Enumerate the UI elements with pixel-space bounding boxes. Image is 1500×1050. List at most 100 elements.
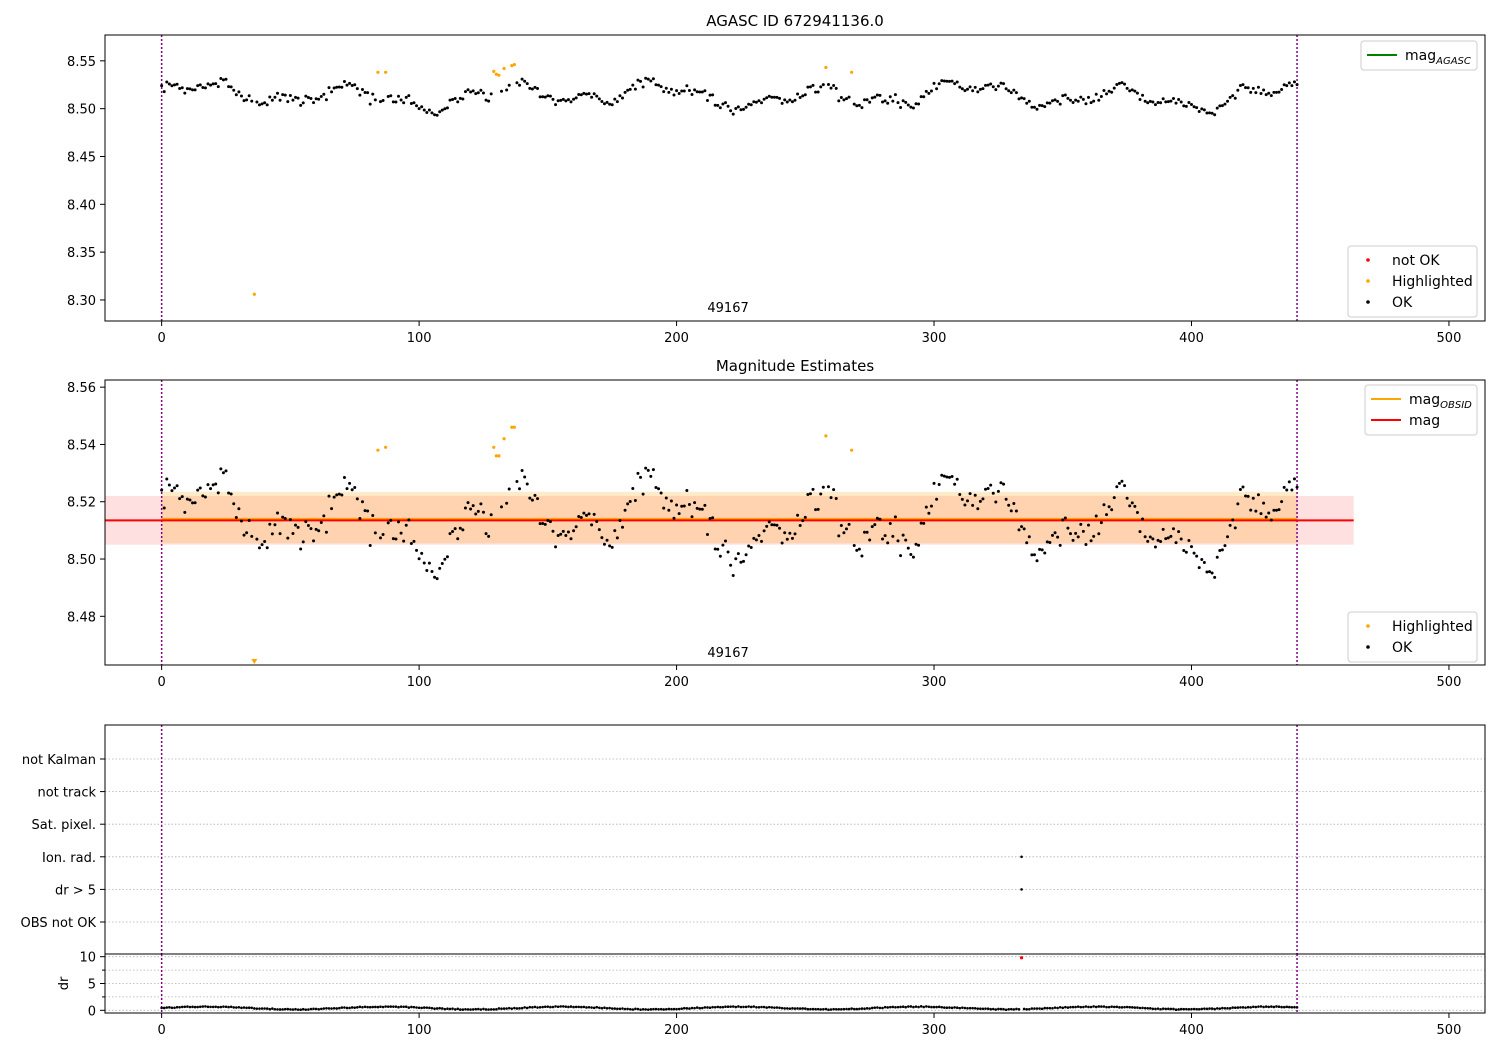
ok-point: [466, 88, 470, 92]
agasc-legend-lower-label: Highlighted: [1392, 274, 1473, 290]
ok-point: [796, 513, 800, 517]
dr-point: [178, 1005, 181, 1009]
ok-point: [1215, 106, 1219, 110]
dr-point: [791, 1007, 794, 1010]
ok-point: [314, 97, 318, 101]
ok-point: [1068, 532, 1072, 536]
ok-point: [337, 492, 341, 496]
ok-point: [729, 109, 733, 113]
ok-point: [224, 77, 228, 81]
dr-point: [1082, 1005, 1085, 1009]
dr-point: [358, 1005, 362, 1009]
ok-point: [641, 85, 645, 89]
dr-point: [868, 1007, 871, 1010]
highlighted-point: [512, 425, 516, 429]
ok-point: [260, 102, 264, 106]
ok-point: [1280, 500, 1284, 504]
ok-point: [978, 87, 982, 91]
ok-point: [577, 514, 581, 518]
dr-point: [749, 1005, 753, 1009]
ok-point: [991, 85, 995, 89]
ok-point: [631, 83, 635, 87]
dr-point: [765, 1006, 768, 1009]
ok-point: [415, 104, 419, 108]
ok-point: [270, 98, 274, 102]
magnitude-obsid-label: 49167: [707, 646, 748, 661]
ok-point: [1282, 83, 1286, 87]
y-tick-label: 8.50: [67, 553, 96, 568]
dr-point: [631, 1008, 635, 1011]
dr-point: [309, 1007, 313, 1011]
ok-point: [487, 99, 491, 103]
dr-point: [479, 1008, 483, 1011]
ok-point: [304, 94, 308, 98]
ok-point: [778, 96, 782, 100]
highlighted-point: [494, 72, 498, 76]
dr-point: [858, 1007, 861, 1011]
dr-point: [793, 1007, 797, 1010]
ok-point: [716, 547, 720, 551]
ok-point: [327, 86, 331, 90]
highlighted-point: [497, 73, 501, 77]
dr-point: [850, 1007, 853, 1010]
ok-point: [1169, 534, 1173, 538]
ok-point: [214, 82, 218, 86]
ok-point: [932, 81, 936, 85]
ok-point: [427, 108, 431, 112]
dr-point: [603, 1006, 606, 1010]
ok-point: [708, 93, 712, 97]
ok-point: [319, 521, 323, 525]
dr-point: [317, 1008, 320, 1011]
dr-point: [1043, 1006, 1047, 1010]
ok-point: [227, 85, 231, 89]
ok-point: [904, 538, 908, 542]
ok-point: [1102, 503, 1106, 507]
ok-point: [1233, 526, 1237, 530]
ok-point: [394, 537, 398, 541]
dr-point: [518, 1007, 521, 1010]
ok-point: [476, 91, 480, 95]
ok-point: [973, 493, 977, 497]
ok-point: [1264, 93, 1268, 97]
dr-point: [1128, 1005, 1132, 1009]
ok-point: [515, 480, 519, 484]
ok-point: [909, 552, 913, 556]
ok-point: [358, 93, 362, 97]
dr-point: [255, 1007, 259, 1010]
ok-point: [615, 536, 619, 540]
ok-point: [221, 78, 225, 82]
dr-point: [1249, 1006, 1253, 1009]
ok-point: [1099, 95, 1103, 99]
ok-point: [896, 539, 900, 543]
ok-point: [775, 95, 779, 99]
dr-point: [247, 1006, 251, 1010]
ok-point: [1164, 100, 1168, 104]
ok-point: [826, 485, 830, 489]
dr-point: [906, 1005, 910, 1008]
x-tick-label: 500: [1437, 1023, 1462, 1038]
ok-point: [996, 84, 1000, 88]
ok-point: [255, 100, 259, 104]
ok-point: [767, 94, 771, 98]
ok-point: [178, 86, 182, 90]
ok-point: [1089, 101, 1093, 105]
ok-point: [1231, 94, 1235, 98]
ok-point: [440, 108, 444, 112]
ok-point: [608, 102, 612, 106]
ok-point: [646, 77, 650, 81]
dr-point: [165, 1006, 169, 1009]
ok-point: [1192, 105, 1196, 109]
magnitude-axes-frame: [104, 379, 1486, 666]
ok-point: [1236, 88, 1240, 92]
ok-point: [1061, 518, 1065, 522]
ok-point: [1264, 515, 1268, 519]
ok-point: [366, 91, 370, 95]
dr-point: [531, 1006, 534, 1009]
ok-point: [919, 95, 923, 99]
ok-point: [404, 523, 408, 527]
ok-point: [914, 102, 918, 106]
ok-point: [541, 522, 545, 526]
dr-point: [1048, 1006, 1052, 1010]
ok-point: [1094, 92, 1098, 96]
